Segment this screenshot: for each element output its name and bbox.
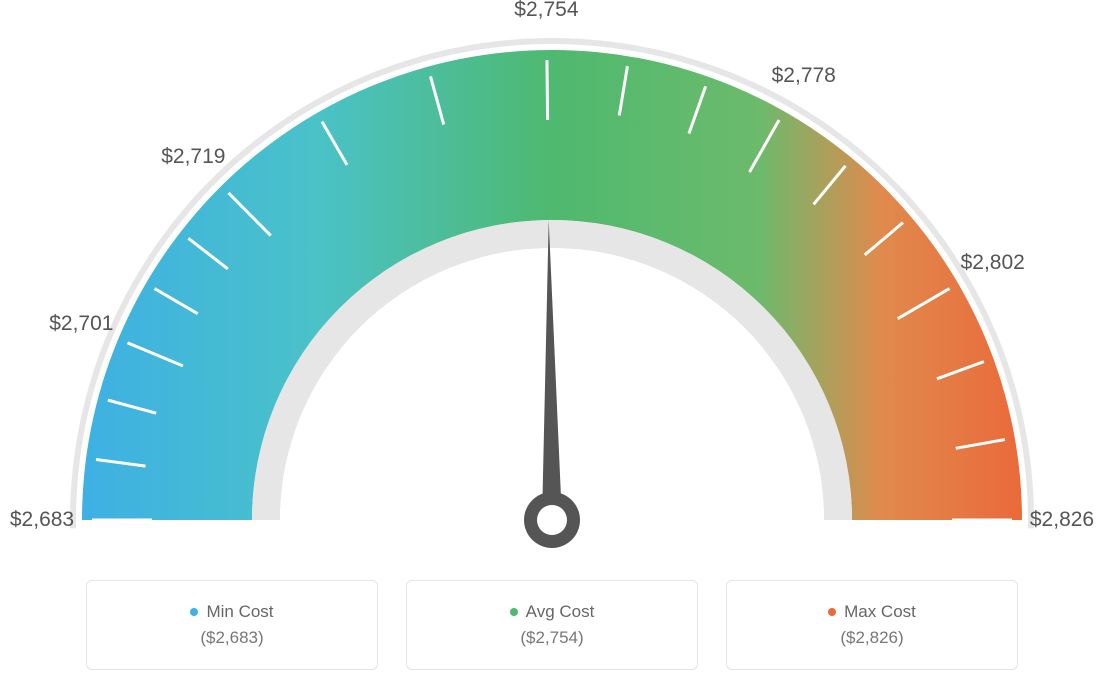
dot-icon: [190, 608, 198, 616]
min-cost-label: Min Cost: [206, 602, 273, 622]
avg-cost-label-row: Avg Cost: [510, 602, 595, 622]
avg-cost-card: Avg Cost ($2,754): [406, 580, 698, 670]
cost-gauge-container: $2,683 $2,701 $2,719 $2,754 $2,778 $2,802 $2,8…: [0, 0, 1104, 690]
gauge-tick-label: $2,778: [772, 64, 836, 88]
avg-cost-label: Avg Cost: [526, 602, 595, 622]
max-cost-label: Max Cost: [844, 602, 916, 622]
gauge-svg: [0, 0, 1104, 560]
gauge-tick-label: $2,701: [49, 312, 113, 336]
max-cost-card: Max Cost ($2,826): [726, 580, 1018, 670]
gauge-tick-label: $2,719: [161, 145, 225, 169]
dot-icon: [828, 608, 836, 616]
min-cost-label-row: Min Cost: [190, 602, 273, 622]
gauge-tick-label: $2,826: [1030, 508, 1094, 532]
gauge-tick-label: $2,683: [10, 508, 74, 532]
gauge-tick-label: $2,754: [514, 0, 578, 22]
avg-cost-value: ($2,754): [520, 628, 583, 648]
gauge-tick-label: $2,802: [961, 251, 1025, 275]
min-cost-card: Min Cost ($2,683): [86, 580, 378, 670]
summary-row: Min Cost ($2,683) Avg Cost ($2,754) Max …: [0, 580, 1104, 670]
max-cost-label-row: Max Cost: [828, 602, 916, 622]
gauge-area: $2,683 $2,701 $2,719 $2,754 $2,778 $2,802 $2,8…: [0, 0, 1104, 560]
max-cost-value: ($2,826): [840, 628, 903, 648]
min-cost-value: ($2,683): [200, 628, 263, 648]
dot-icon: [510, 608, 518, 616]
